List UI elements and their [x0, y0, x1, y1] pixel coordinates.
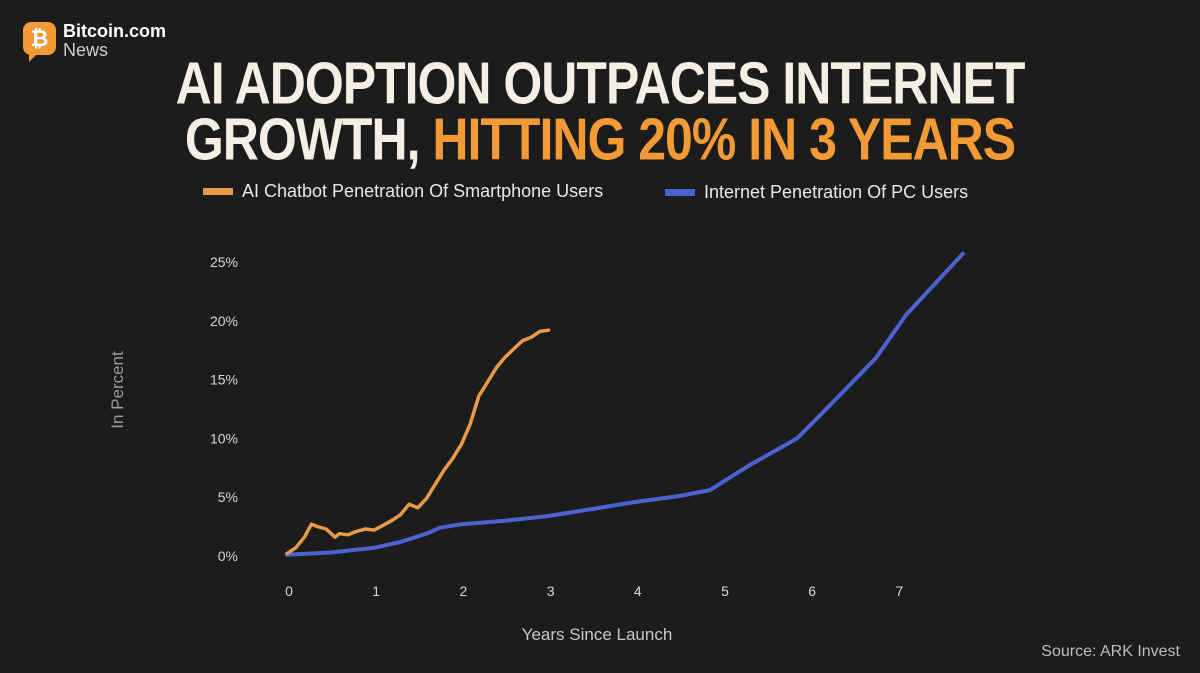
x-axis-ticks: 0 1 2 3 4 5 6 7	[285, 583, 903, 599]
legend-swatch-ai	[203, 188, 233, 195]
x-tick-label: 3	[547, 583, 555, 599]
x-tick-label: 1	[372, 583, 380, 599]
x-tick-label: 2	[460, 583, 468, 599]
x-tick-label: 0	[285, 583, 293, 599]
brand-subname: News	[63, 40, 109, 60]
y-tick-label: 0%	[218, 548, 238, 564]
legend-label-ai: AI Chatbot Penetration Of Smartphone Use…	[242, 181, 604, 201]
x-tick-label: 4	[634, 583, 642, 599]
headline-line-1: AI ADOPTION OUTPACES INTERNET	[175, 50, 1026, 117]
series-line-ai-chatbot	[285, 328, 551, 556]
legend-item-ai: AI Chatbot Penetration Of Smartphone Use…	[203, 181, 603, 202]
series-line-internet	[285, 251, 965, 557]
x-axis-title: Years Since Launch	[522, 625, 673, 644]
bitcoin-logo-icon: ₿	[23, 22, 56, 62]
headline-line-2-plain: GROWTH,	[184, 106, 433, 173]
brand-name: Bitcoin.com	[63, 21, 167, 41]
x-tick-label: 6	[808, 583, 816, 599]
x-tick-label: 5	[721, 583, 729, 599]
legend-item-internet: Internet Penetration Of PC Users	[665, 182, 968, 203]
y-tick-label: 10%	[210, 430, 238, 446]
headline-line-2-accent: HITTING 20% IN 3 YEARS	[432, 106, 1016, 173]
y-axis-ticks: 0% 5% 10% 15% 20% 25%	[210, 254, 238, 564]
brand-logo: ₿ Bitcoin.com News	[23, 21, 167, 62]
y-tick-label: 25%	[210, 254, 238, 270]
legend-swatch-internet	[665, 189, 695, 196]
y-axis-title: In Percent	[108, 351, 127, 429]
series-lines	[285, 251, 965, 557]
headline-line-2: GROWTH, HITTING 20% IN 3 YEARS	[0, 104, 1200, 175]
legend-label-internet: Internet Penetration Of PC Users	[704, 182, 969, 202]
y-tick-label: 15%	[210, 372, 238, 388]
source-credit: Source: ARK Invest	[1041, 643, 1180, 660]
y-tick-label: 20%	[210, 313, 238, 329]
y-tick-label: 5%	[218, 489, 238, 505]
x-tick-label: 7	[896, 583, 904, 599]
